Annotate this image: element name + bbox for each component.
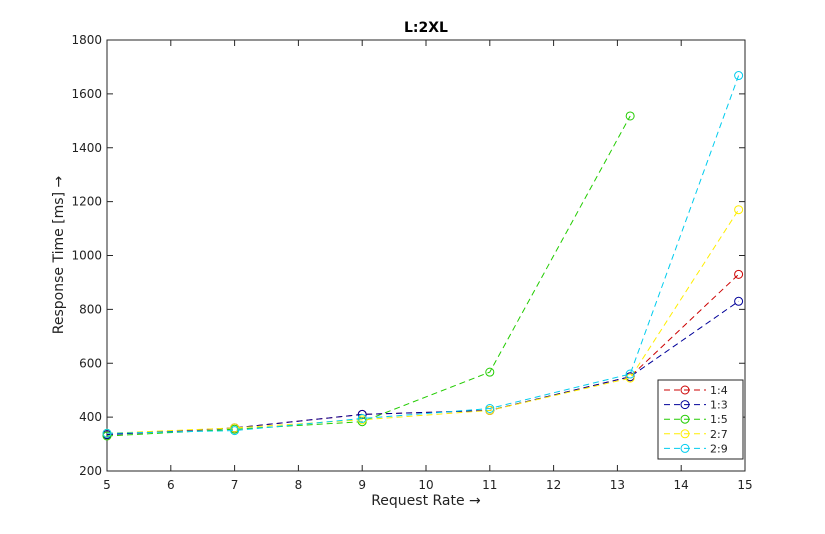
legend-marker [680, 385, 690, 395]
x-axis-label: Request Rate → [371, 493, 481, 509]
data-point [734, 205, 744, 215]
x-tick-label: 12 [546, 478, 561, 492]
data-point [625, 369, 635, 379]
y-tick-label: 1600 [71, 87, 102, 101]
legend-box [657, 379, 744, 460]
legend-marker [680, 400, 690, 410]
data-point [625, 111, 635, 121]
series-line-2-9 [106, 75, 740, 434]
data-point [485, 367, 495, 377]
data-point [230, 426, 240, 436]
x-tick-label: 9 [358, 478, 366, 492]
legend-label: 1:4 [710, 384, 728, 397]
series-line-1-4 [106, 274, 739, 436]
data-point [102, 428, 112, 438]
legend: 1:4 1:31:5 2:72:9 [657, 379, 744, 460]
legend-label: 1:5 [710, 413, 728, 426]
data-point [625, 373, 635, 383]
data-point [485, 404, 495, 414]
y-tick-label: 1000 [71, 249, 102, 263]
data-point [734, 296, 744, 306]
y-tick-label: 1400 [71, 141, 102, 155]
y-tick-label: 1200 [71, 195, 102, 209]
chart-title: L:2XL [404, 20, 448, 36]
legend-marker [680, 414, 690, 424]
x-tick-label: 14 [674, 478, 689, 492]
legend-label: 1:3 [710, 399, 728, 412]
legend-label: 2:9 [710, 442, 728, 455]
y-tick-label: 200 [79, 464, 102, 478]
x-tick-label: 7 [231, 478, 239, 492]
x-tick-label: 13 [610, 478, 625, 492]
x-tick-label: 15 [737, 478, 752, 492]
data-point [230, 423, 240, 433]
data-point [357, 413, 367, 423]
series-line-2-7 [106, 209, 740, 434]
y-tick-label: 1800 [71, 33, 102, 47]
x-tick-label: 10 [418, 478, 433, 492]
data-point [734, 71, 744, 81]
y-axis-label: Response Time [ms] → [51, 176, 67, 335]
data-point [102, 431, 112, 441]
y-tick-label: 800 [79, 302, 102, 316]
legend-label: 2:7 [710, 428, 728, 441]
x-tick-label: 6 [167, 478, 175, 492]
series-line-1-3 [106, 300, 739, 436]
y-tick-label: 400 [79, 410, 102, 424]
x-tick-label: 5 [103, 478, 111, 492]
plot-area: 5 6 7 8 9 10 11 12 13 14 15 200 400 600 800 1000 1200 140… [71, 33, 752, 492]
x-tick-label: 11 [482, 478, 497, 492]
x-tick-label: 8 [295, 478, 303, 492]
legend-marker [680, 429, 690, 439]
y-tick-label: 600 [79, 356, 102, 370]
legend-marker [680, 443, 690, 453]
data-point [734, 269, 744, 279]
